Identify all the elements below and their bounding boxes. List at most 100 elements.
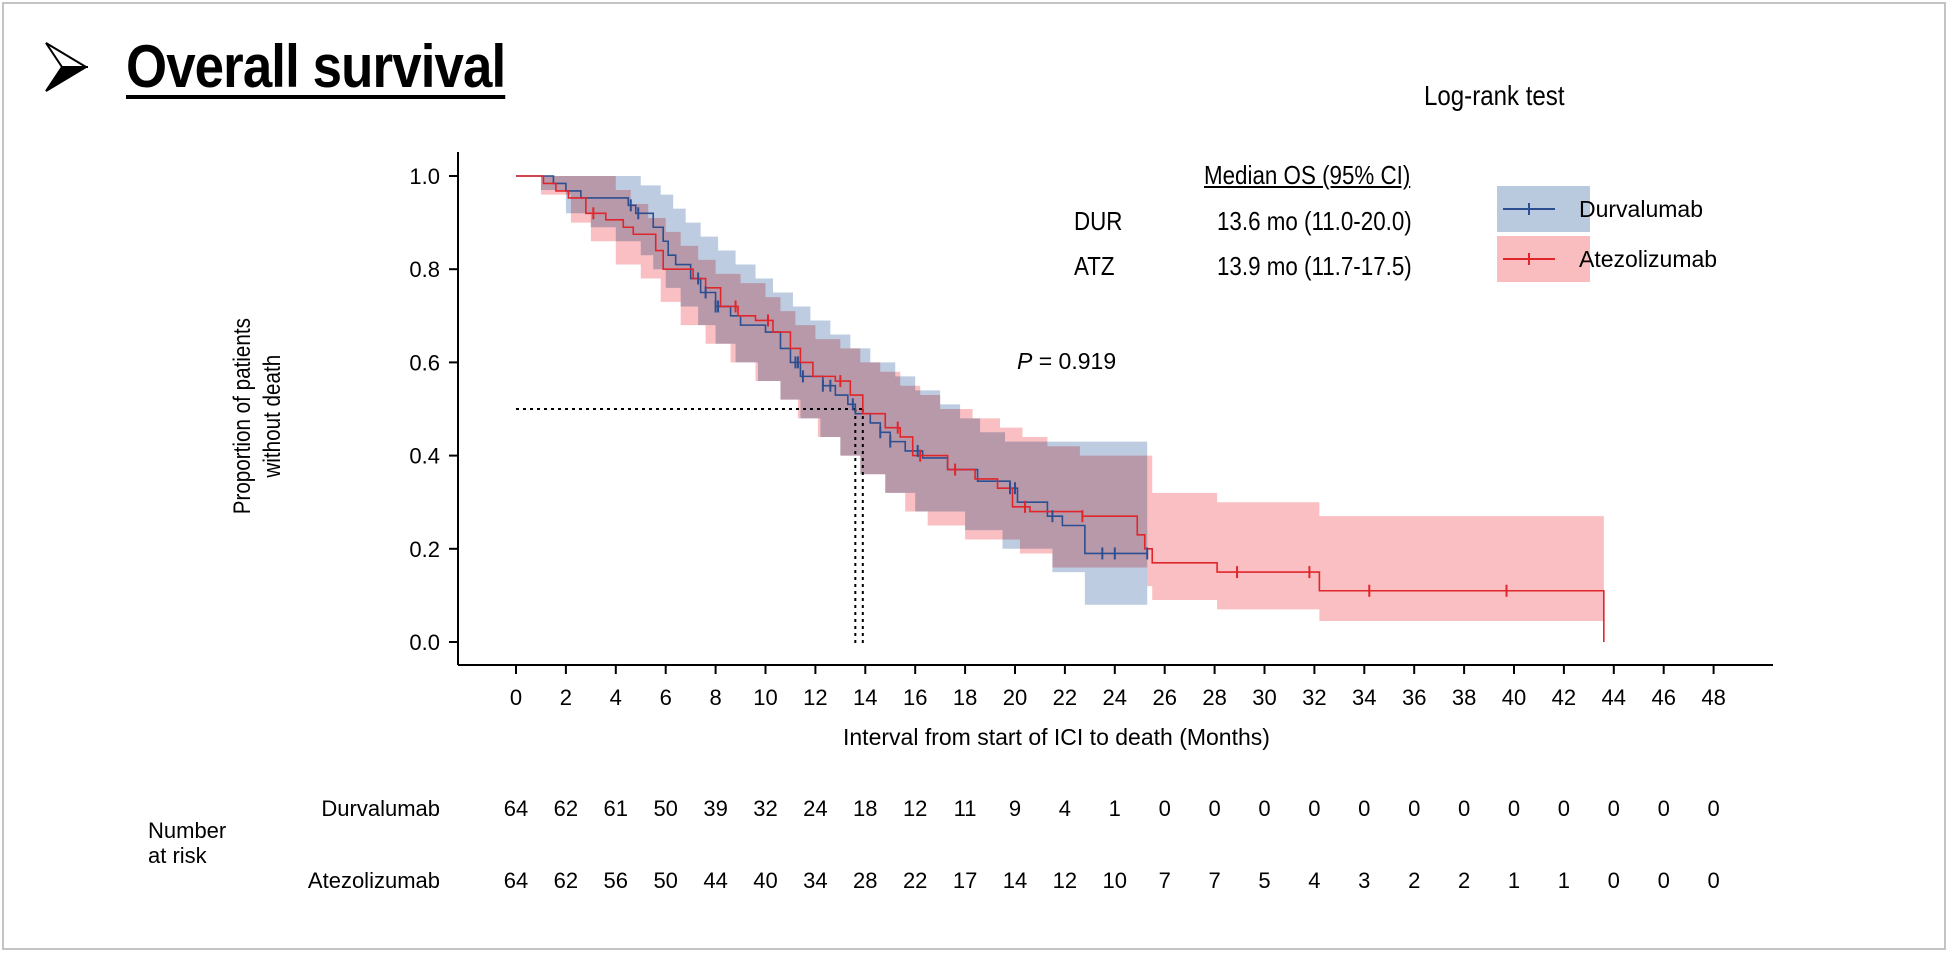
risk-count-atezolizumab: 28 xyxy=(853,868,878,893)
y-tick-label: 1.0 xyxy=(409,164,440,189)
x-tick-label: 44 xyxy=(1602,685,1626,710)
risk-count-durvalumab: 0 xyxy=(1457,796,1471,821)
risk-count-atezolizumab: 2 xyxy=(1457,868,1471,893)
y-axis-label-line1: Proportion of patients xyxy=(229,318,256,515)
risk-count-atezolizumab: 1 xyxy=(1557,868,1571,893)
legend-swatch-durvalumab xyxy=(1497,186,1590,232)
x-tick-label: 14 xyxy=(853,685,877,710)
risk-count-durvalumab: 1 xyxy=(1108,796,1121,821)
median-reference-lines xyxy=(516,408,864,646)
p-value-text: = 0.919 xyxy=(1038,348,1117,374)
logrank-label: Log-rank test xyxy=(1424,80,1565,111)
x-axis-label: Interval from start of ICI to death (Mon… xyxy=(843,724,1270,750)
risk-title-line1: Number xyxy=(148,818,227,843)
risk-count-durvalumab: 0 xyxy=(1707,796,1720,821)
x-tick-label: 42 xyxy=(1552,685,1576,710)
censor-marks xyxy=(592,199,1508,597)
risk-count-durvalumab: 32 xyxy=(753,796,778,821)
risk-count-durvalumab: 0 xyxy=(1607,796,1620,821)
x-tick-label: 22 xyxy=(1053,685,1077,710)
x-tick-label: 36 xyxy=(1402,685,1426,710)
legend-label-durvalumab: Durvalumab xyxy=(1579,196,1703,222)
risk-count-durvalumab: 9 xyxy=(1008,796,1022,821)
risk-count-durvalumab: 11 xyxy=(953,796,977,821)
y-axis-label: Proportion of patients without death xyxy=(228,304,288,528)
risk-title-line2: at risk xyxy=(148,843,207,868)
risk-count-atezolizumab: 44 xyxy=(703,868,728,893)
p-symbol: P xyxy=(1017,348,1033,374)
legend-line-atezolizumab-icon xyxy=(1503,253,1555,265)
risk-count-atezolizumab: 40 xyxy=(753,868,778,893)
y-tick-label: 0.8 xyxy=(409,257,440,282)
risk-count-durvalumab: 0 xyxy=(1408,796,1421,821)
risk-count-atezolizumab: 22 xyxy=(902,868,928,893)
y-tick-label: 0.2 xyxy=(409,537,440,562)
risk-count-atezolizumab: 0 xyxy=(1707,868,1720,893)
median-row-atz-abbr: ATZ xyxy=(1074,251,1115,281)
risk-count-durvalumab: 0 xyxy=(1557,796,1571,821)
x-tick-label: 20 xyxy=(1003,685,1027,710)
risk-count-durvalumab: 0 xyxy=(1657,796,1670,821)
legend-label-atezolizumab: Atezolizumab xyxy=(1579,246,1718,272)
title-row: Overall survival xyxy=(44,32,557,101)
x-tick-label: 18 xyxy=(953,685,977,710)
x-tick-label: 0 xyxy=(510,685,522,710)
risk-count-durvalumab: 0 xyxy=(1507,796,1521,821)
x-tick-label: 10 xyxy=(753,685,777,710)
risk-count-atezolizumab: 50 xyxy=(653,868,678,893)
risk-count-durvalumab: 18 xyxy=(853,796,878,821)
x-tick-label: 40 xyxy=(1502,685,1526,710)
risk-count-atezolizumab: 14 xyxy=(1002,868,1028,893)
x-tick-label: 28 xyxy=(1202,685,1226,710)
median-row-atz-value: 13.9 mo (11.7-17.5) xyxy=(1217,251,1412,281)
risk-count-atezolizumab: 5 xyxy=(1258,868,1271,893)
risk-count-atezolizumab: 10 xyxy=(1102,868,1128,893)
risk-count-durvalumab: 0 xyxy=(1208,796,1221,821)
risk-table-title: Number at risk xyxy=(148,818,226,868)
risk-count-atezolizumab: 17 xyxy=(952,868,978,893)
risk-count-atezolizumab: 2 xyxy=(1408,868,1421,893)
risk-count-atezolizumab: 12 xyxy=(1052,868,1078,893)
ci-bands xyxy=(516,176,1604,622)
axes: 0.00.20.40.60.81.00 2 4 6 8 10 12 14 16 18 20 22 24 2… xyxy=(409,152,1773,710)
risk-count-durvalumab: 24 xyxy=(803,796,828,821)
risk-count-durvalumab: 64 xyxy=(503,796,529,821)
risk-count-durvalumab: 50 xyxy=(653,796,678,821)
x-tick-label: 8 xyxy=(709,685,721,710)
risk-count-durvalumab: 12 xyxy=(902,796,928,821)
risk-row-name-durvalumab: Durvalumab xyxy=(321,796,440,821)
y-tick-label: 0.0 xyxy=(409,630,440,655)
ci-band-durvalumab xyxy=(516,176,1148,605)
legend-swatch-atezolizumab xyxy=(1497,236,1590,282)
x-tick-label: 16 xyxy=(903,685,927,710)
risk-count-durvalumab: 61 xyxy=(603,796,629,821)
p-value: P = 0.919 xyxy=(1017,348,1116,375)
x-tick-label: 46 xyxy=(1651,685,1675,710)
risk-count-durvalumab: 0 xyxy=(1258,796,1271,821)
y-tick-label: 0.4 xyxy=(409,444,440,469)
x-tick-label: 34 xyxy=(1352,685,1376,710)
x-tick-label: 38 xyxy=(1452,685,1476,710)
y-axis-label-line2: without death xyxy=(259,354,286,478)
risk-count-atezolizumab: 0 xyxy=(1607,868,1620,893)
risk-count-durvalumab: 4 xyxy=(1058,796,1072,821)
risk-count-atezolizumab: 64 xyxy=(503,868,529,893)
x-tick-label: 30 xyxy=(1252,685,1276,710)
risk-row-name-atezolizumab: Atezolizumab xyxy=(307,868,440,893)
arrowhead-bullet-icon xyxy=(45,41,88,92)
median-row-dur-value: 13.6 mo (11.0-20.0) xyxy=(1217,206,1412,236)
median-table-header: Median OS (95% CI) xyxy=(1204,160,1411,190)
x-tick-label: 6 xyxy=(660,685,672,710)
risk-count-atezolizumab: 34 xyxy=(803,868,828,893)
risk-count-atezolizumab: 62 xyxy=(553,868,579,893)
risk-count-durvalumab: 39 xyxy=(703,796,728,821)
x-tick-label: 32 xyxy=(1302,685,1326,710)
median-row-dur-abbr: DUR xyxy=(1074,206,1123,236)
y-tick-label: 0.6 xyxy=(409,350,440,375)
risk-count-atezolizumab: 3 xyxy=(1358,868,1371,893)
page-title: Overall survival xyxy=(126,33,506,100)
legend-line-durvalumab-icon xyxy=(1503,203,1555,215)
risk-count-durvalumab: 0 xyxy=(1158,796,1171,821)
